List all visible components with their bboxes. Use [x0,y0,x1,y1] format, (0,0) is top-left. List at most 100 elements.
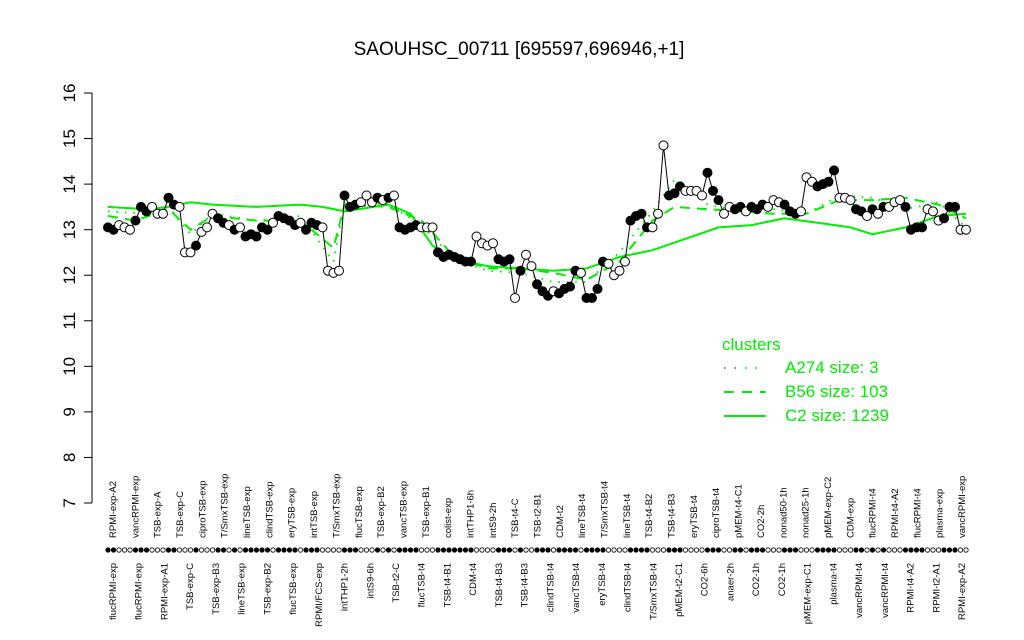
x-marker [484,547,491,553]
data-point [763,201,773,212]
cluster-line-solid [107,201,967,272]
x-marker [358,547,364,553]
x-marker [842,547,848,553]
x-marker [622,547,628,553]
data-point [185,247,196,258]
data-point [823,176,834,187]
x-marker [627,547,634,553]
x-marker [589,547,595,553]
x-marker [319,547,326,553]
x-marker [545,547,551,553]
x-marker [121,547,128,553]
x-marker [275,547,282,553]
x-marker [495,547,502,553]
data-point [636,208,647,219]
x-marker [160,547,166,553]
data-point [262,224,273,235]
x-tick-label-bottom: pMEM-exp-C1 [803,563,814,624]
data-point [526,261,537,272]
x-tick-label-top: eryTSB-exp [287,488,298,538]
x-marker [743,547,749,553]
x-tick-label-top: lineTSB-exp [242,486,253,538]
x-marker [941,547,947,553]
data-point [202,222,212,233]
x-marker [572,547,579,553]
data-point [614,265,625,276]
legend-label: A274 size: 3 [785,358,879,377]
x-marker [292,547,298,553]
x-marker [781,547,788,553]
data-point [466,256,476,267]
data-point [268,217,278,228]
x-tick-label-top: T/SmxTSB-exp [331,474,342,538]
x-marker [644,547,650,553]
x-marker [688,547,694,553]
x-marker [402,547,408,553]
data-point [873,208,883,219]
x-marker [396,547,403,553]
legend-title: clusters [722,335,781,354]
data-point [708,185,718,196]
x-marker [182,547,188,553]
x-tick-label-top: T/SmxTSB-exp [220,474,231,538]
x-tick-label-top: TSB-exp-A [153,491,164,538]
data-point [339,190,350,201]
x-marker [919,547,925,553]
x-tick-label-bottom: flucRPMI-exp [134,563,145,620]
data-point [147,201,157,212]
data-point [488,238,498,249]
x-marker [325,547,331,553]
x-tick-label-top: flucRPMI-t4 [912,488,923,538]
x-tick-label-top: TSB-exp-B2 [376,486,387,538]
x-tick-label-bottom: lineTSB-exp [237,563,248,615]
x-marker [847,547,854,553]
x-marker [594,547,601,553]
x-marker [165,547,172,553]
x-tick-label-bottom: intS9-6h [365,563,376,598]
x-marker [424,547,430,553]
x-marker [248,547,254,553]
x-tick-label-bottom: flucRPMI-exp [108,563,119,620]
x-marker [539,547,546,553]
x-marker [935,547,942,553]
y-tick-label: 10 [60,357,79,376]
data-point [521,249,531,260]
x-marker [385,547,392,553]
x-marker [550,547,557,553]
x-tick-label-bottom: plasma-t4 [828,563,839,605]
y-tick-label: 7 [60,498,79,507]
x-marker [105,547,111,553]
x-marker [561,547,568,553]
x-tick-label-bottom: T/SmxTSB-t4 [648,563,659,620]
x-marker [391,547,397,553]
data-point [829,165,839,176]
x-tick-label-bottom: flucTSB-exp [288,563,299,615]
x-marker [264,547,271,553]
x-marker [715,547,722,553]
x-marker [341,547,348,553]
x-tick-label-top: clindTSB-exp [264,482,275,539]
x-tick-label-bottom: CO2-6h [700,563,711,596]
data-point [719,208,729,219]
x-marker [440,547,447,553]
x-marker [253,547,260,553]
x-marker [116,547,122,553]
x-marker [435,547,441,553]
chart-title: SAOUHSC_00711 [695597,696946,+1] [354,39,685,60]
x-marker [374,547,381,553]
x-marker [924,547,931,553]
x-marker [138,547,144,553]
data-point [317,222,328,233]
x-marker [853,547,859,553]
x-tick-label-top: CDM-exp [845,498,856,538]
x-marker [666,547,672,553]
x-marker [149,547,155,553]
x-tick-label-top: TSB-exp-B1 [421,486,432,538]
data-point [565,281,575,292]
x-marker [693,547,700,553]
x-marker [792,547,799,553]
data-point [653,208,663,219]
y-tick-label: 9 [60,407,79,416]
x-marker [963,547,969,553]
data-point [845,195,856,206]
